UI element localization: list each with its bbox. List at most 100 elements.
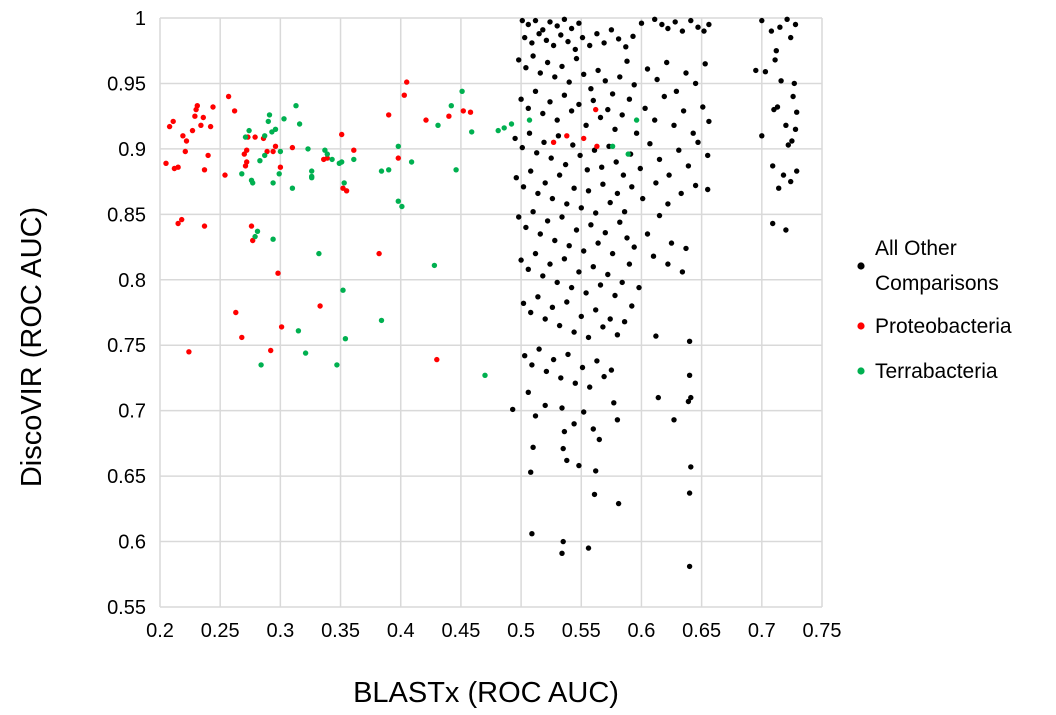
data-point-terrabacteria: [448, 103, 454, 109]
data-point-other: [685, 163, 692, 169]
data-point-other: [590, 97, 596, 104]
data-point-proteobacteria: [222, 172, 228, 178]
data-point-other: [773, 48, 779, 54]
data-point-terrabacteria: [435, 122, 441, 128]
data-point-other: [705, 152, 711, 159]
data-point-other: [686, 490, 693, 496]
tick-labels: 0.2 0.25 0.3 0.35 0.4 0.45 0.5 0.55 0.6 0.65 0.7 0.…: [107, 8, 841, 642]
data-point-other: [759, 17, 765, 24]
data-point-other: [794, 168, 800, 174]
data-point-other: [614, 417, 621, 423]
data-point-other: [547, 261, 553, 267]
data-point-other: [535, 294, 541, 300]
data-point-other: [768, 28, 775, 34]
data-point-other: [581, 409, 587, 415]
data-point-proteobacteria: [189, 127, 196, 134]
x-tick-label: 0.45: [441, 620, 480, 642]
data-point-other: [621, 209, 628, 215]
data-point-other: [525, 389, 531, 395]
data-point-terrabacteria: [257, 158, 263, 164]
data-point-terrabacteria: [324, 151, 330, 157]
data-point-other: [540, 273, 546, 279]
legend-marker-proteobacteria: [857, 322, 865, 330]
data-point-other: [615, 500, 622, 507]
data-point-proteobacteria: [201, 223, 208, 229]
data-point-other: [613, 159, 619, 165]
data-point-proteobacteria: [324, 155, 330, 161]
data-point-proteobacteria: [179, 216, 185, 223]
data-point-terrabacteria: [378, 168, 385, 174]
data-point-other: [530, 444, 536, 450]
data-point-other: [671, 417, 677, 423]
data-point-terrabacteria: [316, 250, 322, 257]
data-point-other: [680, 108, 687, 114]
data-point-other: [530, 209, 536, 215]
data-point-terrabacteria: [305, 146, 311, 152]
data-point-other: [518, 257, 524, 263]
data-point-other: [560, 445, 566, 452]
x-tick-label: 0.65: [682, 620, 721, 642]
data-point-other: [547, 19, 553, 25]
data-point-other: [629, 303, 635, 309]
data-point-terrabacteria: [265, 118, 271, 125]
data-point-other: [774, 104, 781, 110]
data-point-other: [512, 135, 518, 142]
data-point-other: [626, 261, 633, 267]
data-point-other: [536, 31, 542, 37]
data-point-proteobacteria: [207, 123, 214, 130]
data-point-other: [668, 240, 675, 246]
data-point-other: [558, 375, 564, 381]
data-point-proteobacteria: [467, 109, 474, 115]
data-point-other: [692, 182, 699, 189]
data-point-other: [788, 178, 794, 185]
data-point-proteobacteria: [205, 152, 211, 159]
data-point-terrabacteria: [289, 185, 296, 191]
data-point-other: [608, 27, 615, 33]
data-point-other: [790, 93, 796, 100]
data-point-terrabacteria: [386, 167, 392, 173]
data-point-other: [594, 31, 600, 37]
data-point-terrabacteria: [339, 159, 345, 165]
data-point-other: [541, 139, 547, 145]
data-point-proteobacteria: [210, 104, 216, 110]
data-point-proteobacteria: [198, 122, 204, 128]
data-point-other: [543, 37, 550, 43]
data-point-other: [513, 175, 519, 181]
data-point-other: [633, 130, 640, 136]
data-point-other: [624, 235, 630, 241]
data-point-other: [519, 17, 525, 24]
data-point-other: [666, 172, 672, 178]
data-point-other: [638, 20, 645, 26]
data-point-other: [695, 139, 701, 145]
data-point-other: [605, 271, 611, 278]
data-point-proteobacteria: [194, 103, 200, 109]
x-tick-label: 0.35: [321, 620, 360, 642]
data-point-other: [753, 67, 759, 74]
x-tick-label: 0.2: [146, 620, 174, 642]
data-point-other: [792, 21, 799, 28]
data-point-terrabacteria: [609, 143, 616, 149]
data-point-terrabacteria: [526, 117, 533, 123]
data-point-other: [777, 24, 783, 30]
data-point-other: [636, 284, 642, 291]
data-point-proteobacteria: [175, 164, 181, 170]
data-point-other: [631, 244, 637, 250]
data-point-other: [558, 32, 564, 38]
data-point-other: [686, 563, 693, 570]
data-point-proteobacteria: [401, 92, 407, 98]
data-point-other: [631, 82, 637, 88]
data-point-terrabacteria: [266, 112, 273, 118]
data-point-terrabacteria: [459, 88, 465, 95]
y-tick-label: 0.8: [118, 270, 146, 292]
data-point-other: [544, 59, 551, 66]
data-point-other: [776, 185, 782, 191]
y-tick-label: 0.7: [118, 401, 146, 423]
data-point-other: [543, 368, 550, 375]
data-point-other: [676, 147, 682, 153]
y-tick-label: 0.65: [107, 466, 146, 488]
data-point-other: [572, 46, 578, 53]
data-point-proteobacteria: [192, 113, 198, 119]
data-point-other: [526, 130, 533, 136]
data-point-other: [659, 21, 665, 28]
